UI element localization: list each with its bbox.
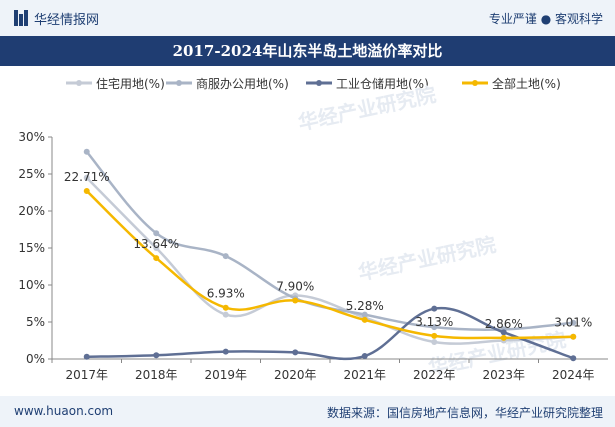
y-tick-label: 15%: [18, 241, 45, 255]
data-label-all-land-0: 22.71%: [64, 170, 110, 184]
x-tick-label: 2019年: [204, 368, 247, 382]
point-all_land-6: [500, 334, 507, 341]
legend-label-industrial: 工业仓储用地(%): [336, 76, 429, 91]
point-all_land-3: [292, 297, 299, 304]
top-bar: [0, 0, 615, 36]
point-all_land-7: [570, 333, 577, 340]
point-industrial-1: [153, 352, 160, 359]
watermark-text: 华经产业研究院: [356, 232, 498, 285]
point-industrial-0: [83, 353, 90, 360]
point-commercial-1: [153, 230, 160, 237]
x-tick-label: 2022年: [413, 368, 456, 382]
legend-item-all-land: 全部土地(%): [462, 72, 561, 94]
y-tick-label: 0%: [26, 352, 45, 366]
chart-title: 2017-2024年山东半岛土地溢价率对比: [172, 42, 443, 60]
line-chart: 华经产业研究院华经产业研究院华经产业研究院0%5%10%15%20%25%30%…: [18, 82, 608, 382]
x-tick-label: 2017年: [65, 368, 108, 382]
legend-swatch-all-land: [462, 80, 488, 86]
point-all_land-0: [83, 187, 90, 194]
footer-url[interactable]: www.huaon.com: [14, 404, 114, 418]
point-industrial-3: [292, 349, 299, 356]
point-commercial-2: [222, 253, 229, 260]
legend-label-commercial: 商服办公用地(%): [196, 76, 289, 91]
data-label-all-land-6: 2.86%: [485, 317, 523, 331]
data-label-all-land-2: 6.93%: [207, 287, 245, 301]
point-all_land-2: [222, 304, 229, 311]
legend-item-commercial: 商服办公用地(%): [166, 72, 289, 94]
legend-item-residential: 住宅用地(%): [66, 72, 165, 94]
point-residential-5: [431, 338, 438, 345]
series-line-industrial: [86, 306, 574, 361]
x-tick-label: 2023年: [482, 368, 525, 382]
point-residential-1: [153, 245, 160, 251]
point-industrial-2: [222, 348, 229, 355]
x-tick-label: 2020年: [274, 368, 317, 382]
point-commercial-4: [361, 311, 368, 318]
point-industrial-7: [570, 355, 577, 362]
y-tick-label: 30%: [18, 130, 45, 144]
y-tick-label: 25%: [18, 167, 45, 181]
y-tick-label: 5%: [26, 315, 45, 329]
y-tick-label: 10%: [18, 278, 45, 292]
data-label-all-land-3: 7.90%: [276, 280, 314, 294]
point-commercial-7: [570, 319, 577, 326]
point-industrial-4: [361, 353, 368, 360]
legend-label-all-land: 全部土地(%): [492, 76, 561, 91]
legend-swatch-commercial: [166, 80, 192, 86]
data-label-all-land-5: 3.13%: [415, 315, 453, 329]
data-label-all-land-1: 13.64%: [133, 237, 179, 251]
title-band: [0, 36, 615, 66]
legend-swatch-industrial: [306, 80, 332, 86]
point-industrial-6: [500, 329, 507, 336]
data-label-all-land-4: 5.28%: [346, 299, 384, 313]
legend-item-industrial: 工业仓储用地(%): [306, 72, 429, 94]
x-tick-label: 2021年: [343, 368, 386, 382]
site-name: 华经情报网: [34, 13, 100, 28]
legend-label-residential: 住宅用地(%): [96, 76, 165, 91]
logo-icon: [14, 10, 28, 26]
y-tick-label: 20%: [18, 204, 45, 218]
point-commercial-5: [431, 324, 438, 331]
point-all_land-1: [153, 255, 160, 262]
footer-source: 数据来源：国信房地产信息网，华经产业研究院整理: [326, 406, 603, 420]
x-tick-label: 2018年: [135, 368, 178, 382]
point-all_land-5: [431, 332, 438, 339]
x-tick-label: 2024年: [552, 368, 595, 382]
point-commercial-0: [83, 148, 90, 155]
point-industrial-5: [431, 305, 438, 312]
watermark-text: 华经产业研究院: [296, 82, 438, 135]
point-all_land-4: [361, 316, 368, 323]
series-line-residential: [85, 176, 574, 345]
data-label-all-land-7: 3.01%: [554, 316, 592, 330]
point-residential-2: [222, 311, 229, 318]
chart-legend: 住宅用地(%) 商服办公用地(%) 工业仓储用地(%) 全部土地(%): [0, 72, 615, 94]
bottom-bar: [0, 396, 615, 427]
point-residential-0: [83, 174, 90, 181]
slogan: 专业严谨 ● 客观科学: [488, 12, 603, 26]
legend-swatch-residential: [66, 80, 92, 86]
